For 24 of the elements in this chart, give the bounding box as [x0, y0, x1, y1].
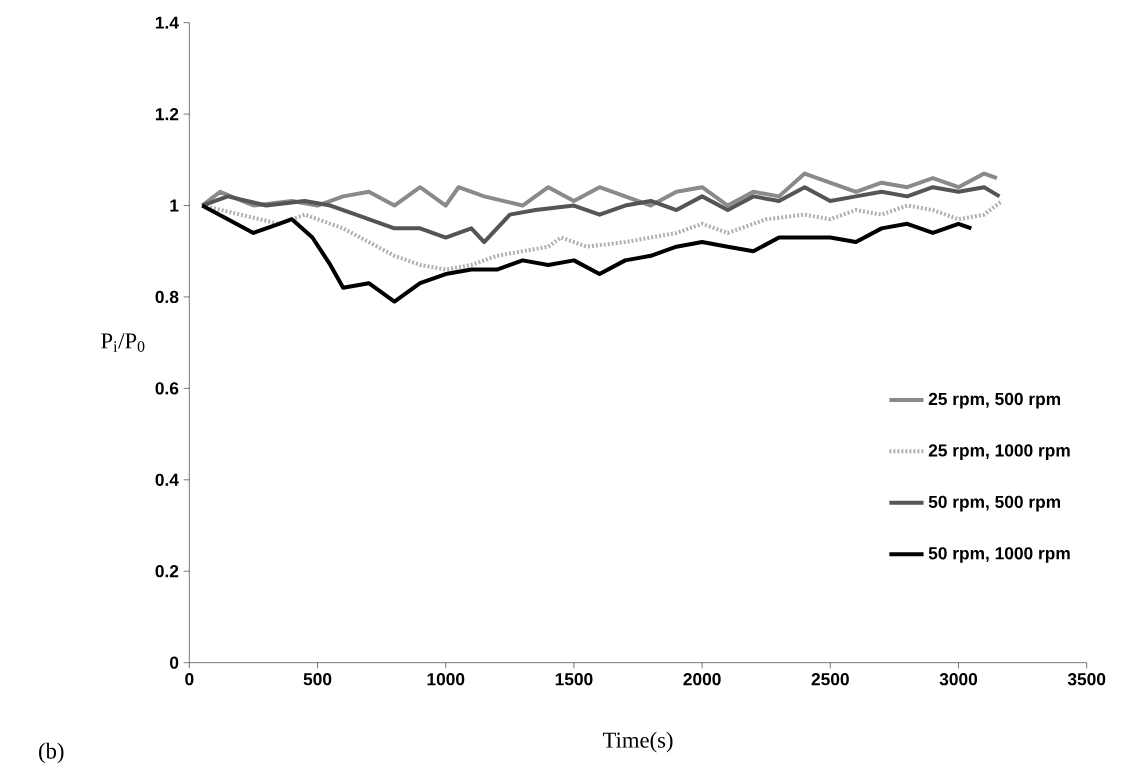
y-tick-label: 0.4 — [155, 473, 179, 486]
x-tick-label: 1000 — [427, 672, 465, 686]
x-tick-label: 3000 — [939, 672, 978, 686]
x-tick-label: 0 — [185, 672, 194, 686]
legend-label: 25 rpm, 500 rpm — [928, 392, 1061, 409]
y-tick-label: 1.2 — [155, 107, 179, 120]
y-tick-label: 0.2 — [155, 564, 179, 578]
x-tick-label: 3500 — [1067, 672, 1106, 686]
y-tick-label: 0.6 — [155, 382, 179, 395]
legend-label: 50 rpm, 500 rpm — [928, 495, 1061, 512]
y-tick-label: 0 — [169, 656, 179, 669]
x-tick-label: 2000 — [683, 672, 721, 686]
y-tick-label: 0.8 — [155, 290, 179, 303]
y-tick-label: 1.4 — [155, 16, 179, 29]
x-tick-label: 1500 — [555, 672, 593, 686]
legend-label: 25 rpm, 1000 rpm — [928, 444, 1070, 460]
y-tick-label: 1 — [170, 199, 179, 212]
text: (b) — [39, 742, 64, 764]
x-tick-label: 2500 — [811, 672, 849, 686]
x-tick-label: 500 — [303, 672, 332, 686]
y-axis-title: P$_{i}$/P$_{0}$ — [101, 333, 145, 352]
legend-label: 50 rpm, 1000 rpm — [928, 547, 1070, 563]
x-axis-title: Time(s) — [602, 731, 673, 753]
line-series — [200, 185, 1002, 244]
